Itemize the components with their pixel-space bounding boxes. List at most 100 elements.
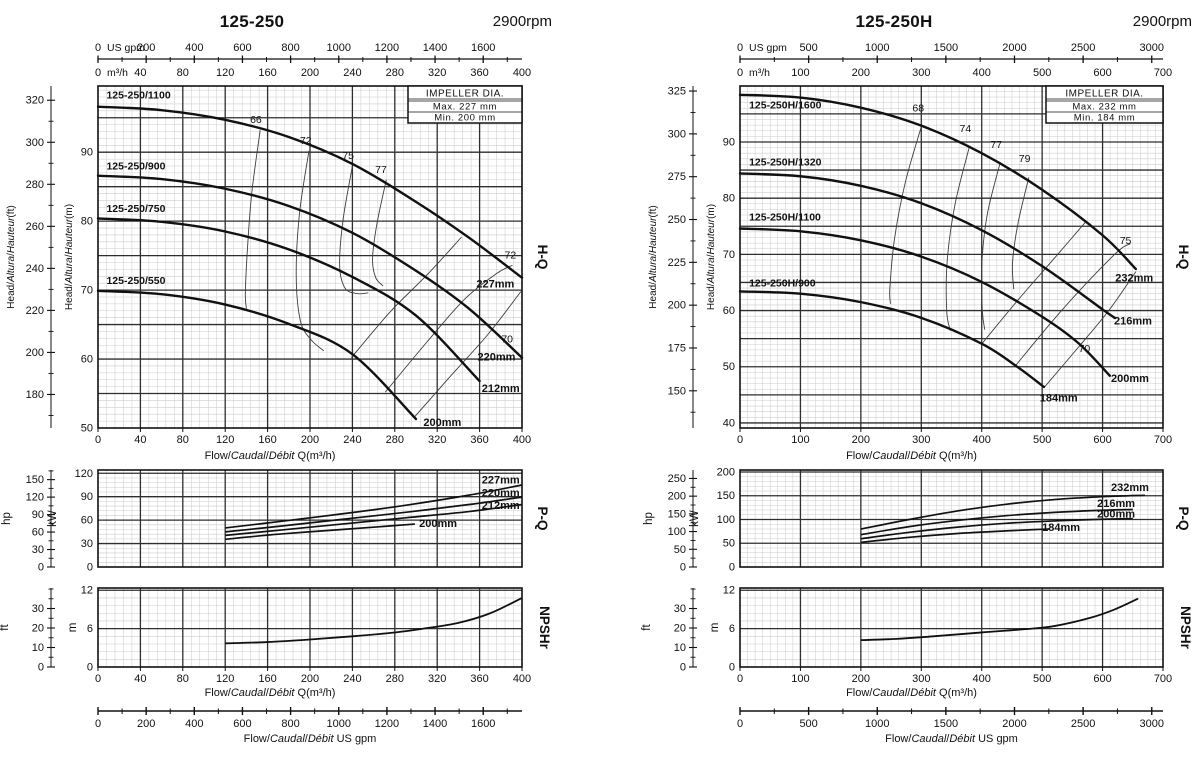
hq-side-label: H-Q (535, 245, 550, 270)
m3h-unit-label: m³/h (107, 67, 128, 79)
head-curve (96, 217, 481, 383)
m3h-tick-label: 400 (973, 67, 991, 79)
impeller-size-label: 212mm (482, 383, 520, 395)
flow-tick: 280 (386, 434, 404, 446)
flow-axis-label: Flow/Caudal/Débit Q(m³/h) (846, 687, 977, 699)
impeller-box-header: IMPELLER DIA. (426, 89, 504, 100)
efficiency-label: 72 (300, 135, 312, 147)
panel-title-left: 125-250 (219, 12, 285, 31)
flow-tick: 400 (973, 434, 991, 446)
flow-tick: 40 (134, 673, 146, 685)
ruler-tick-label: 200 (26, 347, 44, 359)
gpm-tick-label: 500 (799, 42, 817, 54)
efficiency-label: 68 (912, 103, 924, 115)
gpm-axis-label: Flow/Caudal/Débit US gpm (885, 733, 1018, 745)
flow-tick: 0 (737, 673, 743, 685)
impeller-size-label: 184mm (1040, 393, 1078, 405)
flow-tick: 600 (1093, 673, 1111, 685)
flow-tick: 200 (301, 673, 319, 685)
m3h-tick-label: 0 (95, 67, 101, 79)
gpm-tick-label: 1000 (865, 718, 889, 730)
ruler-tick-label: 260 (26, 221, 44, 233)
impeller-size-label: 200mm (1097, 508, 1135, 520)
gpm-tick-label: 1500 (934, 42, 958, 54)
impeller-box-min: Min. 184 mm (1074, 113, 1136, 124)
m3h-tick-label: 160 (258, 67, 276, 79)
m3h-tick-label: 300 (912, 67, 930, 79)
flow-tick: 160 (258, 434, 276, 446)
ruler-tick-label: 10 (674, 642, 686, 654)
ft-axis-label: ft (641, 624, 653, 631)
m3h-tick-label: 400 (513, 67, 531, 79)
head-curve (96, 289, 418, 421)
panel-rpm-left: 2900rpm (492, 13, 552, 30)
kw-axis-label: kW (47, 510, 59, 527)
flow-tick: 120 (216, 434, 234, 446)
head-m-tick: 90 (81, 147, 93, 159)
head-axis-label-ft: Head/Altura/Hauteur(ft) (6, 205, 17, 308)
flow-axis-label: Flow/Caudal/Débit Q(m³/h) (846, 450, 977, 462)
panel-125-250H: 68 74 77 79 75 70 125-250H/1600 232mm 125-250H/1… (641, 42, 1193, 745)
head-m-tick: 80 (81, 216, 93, 228)
m3h-tick-label: 120 (216, 67, 234, 79)
ruler-tick-label: 275 (668, 171, 686, 183)
gpm-tick-label: 1500 (934, 718, 958, 730)
efficiency-label: 66 (250, 114, 262, 126)
panel-rpm-right: 2900rpm (1132, 13, 1192, 30)
gpm-tick-label: 400 (185, 718, 203, 730)
head-curve (738, 290, 1046, 389)
gpm-tick-label: 200 (137, 718, 155, 730)
npshr-side-label: NPSHr (537, 606, 552, 650)
flow-tick: 80 (177, 673, 189, 685)
kw-tick: 50 (723, 538, 735, 550)
ruler-tick-label: 325 (668, 86, 686, 98)
head-m-tick: 50 (723, 361, 735, 373)
ruler-tick-label: 300 (26, 137, 44, 149)
gpm-tick-label: 1400 (423, 42, 447, 54)
flow-tick: 300 (912, 673, 930, 685)
ruler-tick-label: 20 (674, 623, 686, 635)
flow-tick: 200 (852, 434, 870, 446)
gpm-tick-label: 1200 (375, 718, 399, 730)
m3h-tick-label: 200 (301, 67, 319, 79)
power-curve (860, 494, 1145, 530)
impeller-size-label: 200mm (419, 518, 457, 530)
plot-border (739, 469, 1164, 568)
gpm-tick-label: 1200 (375, 42, 399, 54)
m3h-tick-label: 360 (470, 67, 488, 79)
m3h-tick-label: 80 (177, 67, 189, 79)
ruler-tick-label: 100 (668, 526, 686, 538)
ruler-tick-label: 0 (680, 562, 686, 574)
impeller-size-label: 200mm (1111, 373, 1149, 385)
efficiency-label: 77 (375, 164, 387, 176)
head-m-tick: 80 (723, 193, 735, 205)
power-curve (860, 508, 1133, 536)
flow-tick: 600 (1093, 434, 1111, 446)
efficiency-label: 75 (1120, 235, 1132, 247)
impeller-size-label: 216mm (1097, 498, 1135, 510)
flow-tick: 0 (95, 673, 101, 685)
flow-tick: 300 (912, 434, 930, 446)
head-curve (738, 172, 1116, 320)
kw-tick: 120 (75, 468, 93, 480)
flow-tick: 400 (513, 673, 531, 685)
npsh-m-tick: 12 (81, 585, 93, 597)
flow-tick: 240 (343, 673, 361, 685)
gpm-tick-label: 2000 (1002, 42, 1026, 54)
efficiency-curve (350, 236, 462, 358)
m3h-tick-label: 40 (134, 67, 146, 79)
power-curve (225, 496, 523, 533)
efficiency-curve (339, 165, 369, 295)
ruler-tick-label: 300 (668, 128, 686, 140)
gpm-tick-label: 3000 (1139, 718, 1163, 730)
efficiency-label: 77 (990, 139, 1002, 151)
m-axis-label: m (709, 623, 721, 633)
gpm-axis-label: Flow/Caudal/Débit US gpm (244, 733, 377, 745)
efficiency-curve (295, 150, 325, 352)
efficiency-curve (1011, 177, 1030, 290)
gpm-tick-label: 1000 (327, 718, 351, 730)
head-curve (738, 227, 1112, 377)
impeller-box-max: Max. 227 mm (433, 102, 497, 113)
